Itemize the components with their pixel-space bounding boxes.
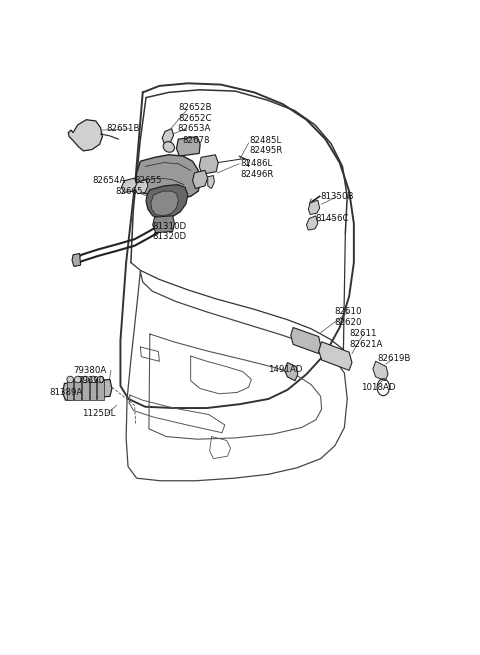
Polygon shape bbox=[72, 253, 81, 267]
Polygon shape bbox=[199, 155, 218, 174]
Polygon shape bbox=[285, 363, 298, 381]
Text: 1018AD: 1018AD bbox=[361, 383, 396, 392]
Text: 82485L: 82485L bbox=[250, 136, 282, 145]
Polygon shape bbox=[306, 215, 318, 230]
Text: 81389A: 81389A bbox=[49, 388, 83, 397]
Text: 82611: 82611 bbox=[349, 329, 377, 339]
Polygon shape bbox=[136, 155, 200, 199]
Polygon shape bbox=[308, 200, 320, 214]
Polygon shape bbox=[177, 136, 200, 156]
Polygon shape bbox=[373, 362, 388, 381]
Polygon shape bbox=[68, 120, 102, 151]
Text: 82651B: 82651B bbox=[106, 124, 140, 133]
Text: 81350B: 81350B bbox=[321, 192, 354, 201]
Text: 82652B: 82652B bbox=[179, 103, 212, 113]
Text: 1125DL: 1125DL bbox=[82, 409, 115, 418]
Text: 81320D: 81320D bbox=[152, 232, 186, 241]
Text: 79390: 79390 bbox=[78, 376, 105, 385]
Text: 1491AD: 1491AD bbox=[268, 365, 303, 373]
Polygon shape bbox=[319, 342, 352, 370]
Polygon shape bbox=[90, 379, 96, 400]
Ellipse shape bbox=[97, 376, 104, 383]
Ellipse shape bbox=[74, 376, 81, 383]
Polygon shape bbox=[153, 215, 175, 233]
Text: 82496R: 82496R bbox=[240, 170, 274, 179]
Polygon shape bbox=[67, 379, 73, 400]
Polygon shape bbox=[151, 191, 179, 215]
Polygon shape bbox=[97, 379, 104, 400]
Polygon shape bbox=[192, 170, 208, 189]
Ellipse shape bbox=[67, 376, 73, 383]
Text: 81456C: 81456C bbox=[315, 214, 348, 223]
Polygon shape bbox=[121, 178, 137, 193]
Ellipse shape bbox=[82, 376, 89, 383]
Text: 82665: 82665 bbox=[116, 187, 143, 196]
Polygon shape bbox=[291, 328, 321, 354]
Text: 82610: 82610 bbox=[334, 307, 361, 316]
Text: 82654A: 82654A bbox=[92, 176, 125, 185]
Ellipse shape bbox=[163, 141, 174, 152]
Polygon shape bbox=[74, 379, 81, 400]
Polygon shape bbox=[135, 179, 148, 194]
Polygon shape bbox=[146, 185, 188, 218]
Text: 82652C: 82652C bbox=[179, 114, 212, 123]
Text: 81310D: 81310D bbox=[152, 221, 186, 231]
Polygon shape bbox=[162, 129, 174, 143]
Text: 82655: 82655 bbox=[135, 176, 162, 185]
Text: 82678: 82678 bbox=[182, 136, 210, 145]
Text: 82653A: 82653A bbox=[178, 124, 211, 133]
Text: 82621A: 82621A bbox=[349, 340, 383, 349]
Text: 79380A: 79380A bbox=[73, 366, 106, 375]
Text: 82495R: 82495R bbox=[250, 146, 283, 155]
Ellipse shape bbox=[90, 376, 96, 383]
Polygon shape bbox=[82, 379, 89, 400]
Text: 82486L: 82486L bbox=[240, 159, 272, 168]
Polygon shape bbox=[62, 379, 112, 400]
Polygon shape bbox=[208, 176, 215, 189]
Text: 82620: 82620 bbox=[334, 318, 361, 327]
Text: 82619B: 82619B bbox=[378, 354, 411, 363]
